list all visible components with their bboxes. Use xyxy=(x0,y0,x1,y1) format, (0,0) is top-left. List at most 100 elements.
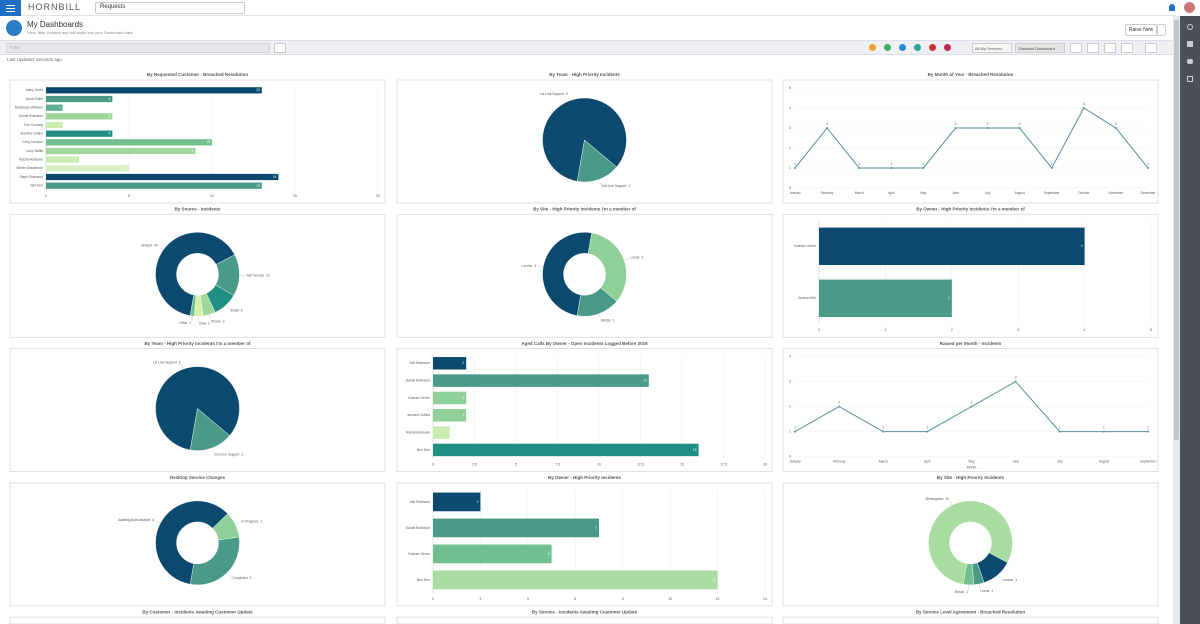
slice-name: Completed xyxy=(232,576,248,580)
leader-line xyxy=(568,95,571,101)
value-label: 1 xyxy=(1059,425,1061,429)
value-label: 14 xyxy=(273,175,277,179)
x-tick-label: April xyxy=(888,191,895,195)
value-label: 1 xyxy=(882,425,884,429)
slice-name: Self Service xyxy=(246,273,264,277)
status-filter[interactable] xyxy=(899,44,906,51)
search-scope[interactable]: Requests xyxy=(100,4,126,10)
status-filter[interactable] xyxy=(869,44,876,51)
slice xyxy=(576,139,617,183)
scrollbar[interactable] xyxy=(1173,16,1180,624)
slice-name: London xyxy=(1002,578,1013,582)
bar xyxy=(819,227,1085,266)
tool-button[interactable] xyxy=(1145,43,1157,53)
widget-box xyxy=(782,616,1159,624)
sidebar-icon[interactable] xyxy=(1187,41,1193,47)
slice-value: 1 xyxy=(241,453,243,457)
leader-line xyxy=(978,584,981,589)
value-label: 13 xyxy=(256,184,260,188)
slice-name: 1st Line Support xyxy=(540,92,564,96)
scroll-thumb[interactable] xyxy=(1174,20,1179,440)
y-tick-label: 0 xyxy=(789,186,791,190)
slice-value: 1 xyxy=(190,321,192,325)
slice-name: Leeds xyxy=(980,589,989,593)
category-label: Greg Johnson xyxy=(22,140,43,144)
slice-value: 1 xyxy=(991,589,993,593)
x-tick-label: 17.5 xyxy=(720,463,727,467)
leader-line xyxy=(598,179,601,185)
bar xyxy=(433,426,450,439)
slice-label: Leeds 2 xyxy=(631,255,644,259)
slice-value: 3 xyxy=(249,576,251,580)
category-label: Lucy Wallis xyxy=(26,149,43,153)
page-subtitle: View, filter, rename and drill down into… xyxy=(27,30,133,35)
x-tick-label: 14 xyxy=(763,597,767,601)
bar xyxy=(46,147,196,155)
leader-line xyxy=(181,364,184,370)
point xyxy=(970,405,973,408)
slice-label: Email 6 xyxy=(230,308,242,312)
sidebar-icon[interactable] xyxy=(1187,76,1193,82)
tool-button[interactable] xyxy=(1121,43,1133,53)
search-button[interactable] xyxy=(274,43,286,53)
point xyxy=(1102,430,1105,433)
point xyxy=(1018,127,1021,129)
value-label: 2 xyxy=(462,413,464,417)
status-filter[interactable] xyxy=(914,44,921,51)
value-label: 4 xyxy=(109,132,111,136)
slice-name: Phone xyxy=(211,319,221,323)
value-label: 12 xyxy=(712,578,716,582)
menu-button[interactable] xyxy=(0,0,21,16)
top-bar: HORNBILL Requests xyxy=(0,0,1176,16)
x-tick-label: 3 xyxy=(1017,328,1019,332)
slice-label: Analyst 40 xyxy=(141,243,158,247)
slice-label: Birmingham 20 xyxy=(926,497,949,501)
category-label: Mary Jones xyxy=(26,88,43,92)
dashboard-dropdown[interactable]: Standard Dashboard xyxy=(1015,43,1065,53)
status-filter[interactable] xyxy=(929,44,936,51)
value-label: 4 xyxy=(109,97,111,101)
category-label: Jasmine Collins xyxy=(20,132,43,136)
sidebar-icon[interactable] xyxy=(1187,24,1193,30)
x-tick-label: 10 xyxy=(210,194,214,198)
status-filter[interactable] xyxy=(884,44,891,51)
slice-name: Bristol xyxy=(955,590,964,594)
tool-button[interactable] xyxy=(1104,43,1116,53)
slice-label: Leeds 1 xyxy=(980,589,993,593)
widget-title: By Service - Incidents Awaiting Customer… xyxy=(532,609,638,614)
slice-value: 20 xyxy=(945,497,949,501)
raise-new-dropdown[interactable] xyxy=(1157,24,1166,36)
y-tick-label: 3 xyxy=(789,380,791,384)
x-tick-label: 15 xyxy=(293,194,297,198)
value-label: 2 xyxy=(477,500,479,504)
notifications[interactable] xyxy=(1169,4,1175,11)
slice-value: 2 xyxy=(642,255,644,259)
category-label: Ben Kerr xyxy=(417,448,431,452)
tool-button[interactable] xyxy=(1087,43,1099,53)
value-label: 1 xyxy=(446,430,448,434)
x-tick-label: 12.5 xyxy=(637,463,644,467)
status-filter[interactable] xyxy=(944,44,951,51)
raise-new-button[interactable]: Raise New xyxy=(1125,24,1157,36)
avatar[interactable] xyxy=(1184,2,1195,13)
sidebar-icon[interactable] xyxy=(1187,59,1193,64)
y-tick-label: 2 xyxy=(789,146,791,150)
filter-input[interactable]: Filter xyxy=(6,43,270,53)
point xyxy=(882,430,885,433)
slice-label: Phone 3 xyxy=(211,319,225,323)
category-label: Steven Blackmore xyxy=(16,166,43,170)
x-tick-label: 10 xyxy=(668,597,672,601)
slice-name: Awaiting Authorisation xyxy=(118,518,151,522)
services-dropdown[interactable]: All My Services xyxy=(972,43,1012,53)
x-tick-label: 2.5 xyxy=(472,463,477,467)
tool-button[interactable] xyxy=(1070,43,1082,53)
category-label: Neil Kerr xyxy=(30,184,44,188)
bar xyxy=(433,409,467,422)
leader-line xyxy=(159,246,164,250)
category-label: Graham Green xyxy=(408,552,430,556)
search-box[interactable]: Requests xyxy=(95,2,245,14)
x-tick-label: 10 xyxy=(597,463,601,467)
x-tick-label: 2 xyxy=(951,328,953,332)
y-tick-label: 1 xyxy=(789,430,791,434)
leader-line xyxy=(155,520,161,524)
